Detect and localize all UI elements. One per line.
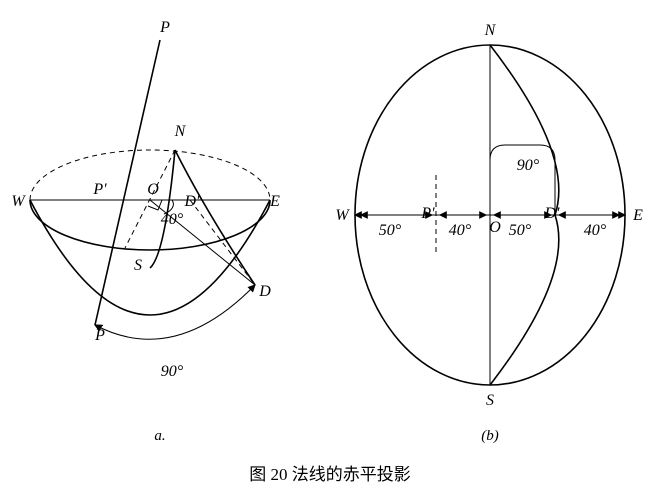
a.ang40: 40° bbox=[161, 211, 184, 228]
a.S: S bbox=[134, 257, 142, 274]
a-greatcircle-front bbox=[175, 150, 255, 285]
b.seg40L: 40° bbox=[449, 222, 472, 239]
b.S: S bbox=[486, 392, 494, 409]
arrowhead bbox=[494, 212, 500, 218]
arrowhead bbox=[559, 212, 565, 218]
b.O: O bbox=[489, 219, 501, 236]
a.E: E bbox=[269, 193, 280, 210]
a.Plower: P bbox=[94, 327, 105, 344]
a.W: W bbox=[11, 193, 26, 210]
arrowhead bbox=[361, 212, 367, 218]
a.sub: a. bbox=[154, 428, 165, 444]
arrowhead bbox=[613, 212, 619, 218]
b.seg50L: 50° bbox=[379, 222, 402, 239]
a-equator-front bbox=[30, 200, 270, 250]
b.seg40R: 40° bbox=[584, 222, 607, 239]
caption: 图 20 法线的赤平投影 bbox=[249, 465, 411, 484]
arrowhead bbox=[440, 212, 446, 218]
b.ang90: 90° bbox=[517, 157, 540, 174]
arrowhead bbox=[480, 212, 486, 218]
b.sub: (b) bbox=[481, 428, 499, 444]
b.N: N bbox=[484, 22, 497, 39]
a.Pupper: P bbox=[159, 19, 170, 36]
b.seg50R: 50° bbox=[509, 222, 532, 239]
a.Dprime: D′ bbox=[183, 193, 200, 210]
a.D: D bbox=[258, 283, 271, 300]
b.Pprime: P′ bbox=[420, 205, 435, 222]
a-NS bbox=[125, 150, 175, 248]
b.W: W bbox=[335, 207, 350, 224]
b.E: E bbox=[632, 207, 643, 224]
a.O: O bbox=[147, 181, 159, 198]
a.ang90: 90° bbox=[161, 363, 184, 380]
diagram-root: WENSOPPP′DD′40°90°a.NSWEOP′D′90°50°40°50… bbox=[0, 0, 660, 500]
a.Pprime: P′ bbox=[92, 181, 107, 198]
b.Dprime: D′ bbox=[543, 205, 560, 222]
a.N: N bbox=[174, 123, 187, 140]
a-90arc bbox=[95, 285, 255, 339]
